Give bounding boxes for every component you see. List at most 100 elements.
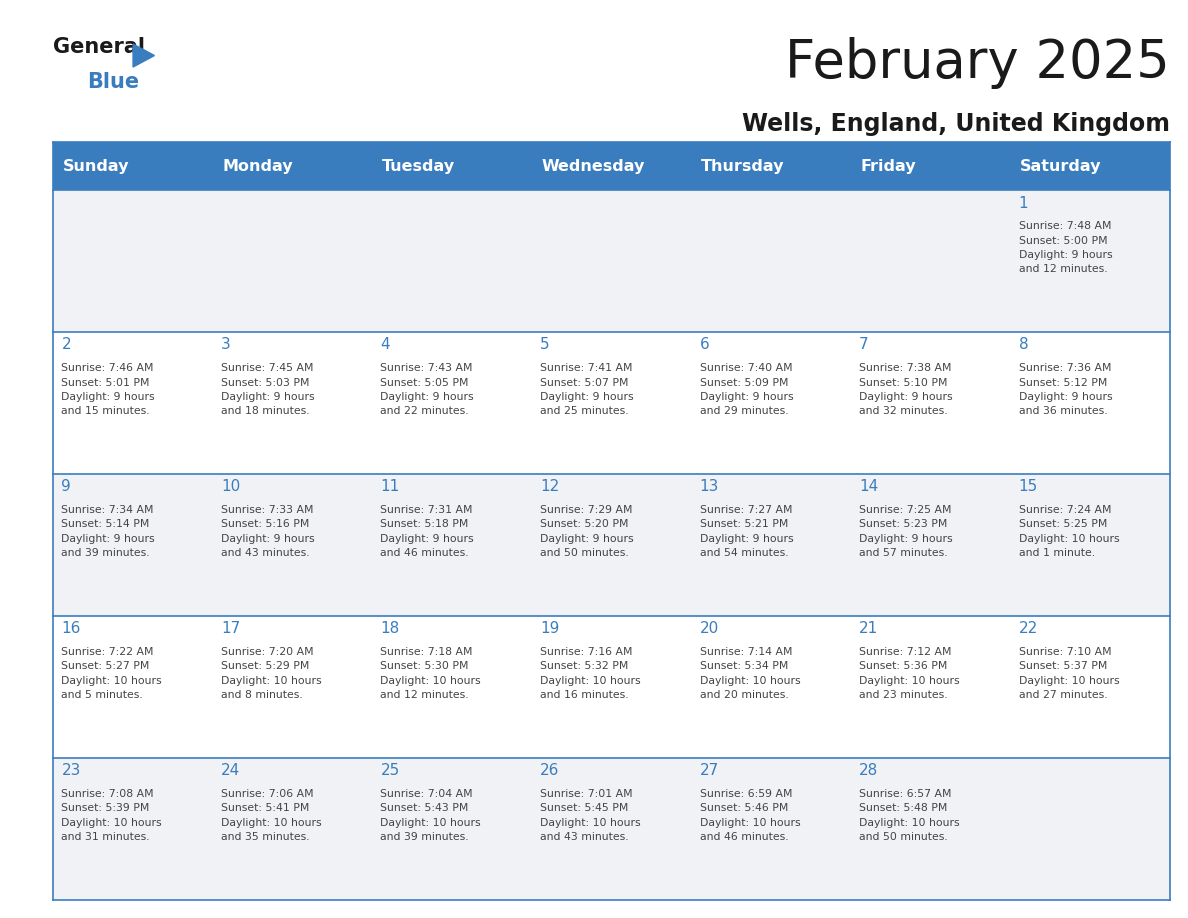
Text: 19: 19 <box>541 621 560 636</box>
Text: Sunrise: 7:22 AM
Sunset: 5:27 PM
Daylight: 10 hours
and 5 minutes.: Sunrise: 7:22 AM Sunset: 5:27 PM Dayligh… <box>62 647 162 700</box>
Bar <box>532 757 691 900</box>
Bar <box>53 757 213 900</box>
Text: 8: 8 <box>1018 338 1029 353</box>
Text: Thursday: Thursday <box>701 159 784 174</box>
Text: 22: 22 <box>1018 621 1038 636</box>
Text: 10: 10 <box>221 479 240 495</box>
Text: 5: 5 <box>541 338 550 353</box>
Bar <box>373 616 532 757</box>
Text: Sunrise: 7:31 AM
Sunset: 5:18 PM
Daylight: 9 hours
and 46 minutes.: Sunrise: 7:31 AM Sunset: 5:18 PM Dayligh… <box>380 505 474 558</box>
Text: Sunrise: 7:27 AM
Sunset: 5:21 PM
Daylight: 9 hours
and 54 minutes.: Sunrise: 7:27 AM Sunset: 5:21 PM Dayligh… <box>700 505 794 558</box>
Bar <box>691 757 851 900</box>
Text: Sunrise: 7:43 AM
Sunset: 5:05 PM
Daylight: 9 hours
and 22 minutes.: Sunrise: 7:43 AM Sunset: 5:05 PM Dayligh… <box>380 364 474 417</box>
Text: 1: 1 <box>1018 196 1029 210</box>
Bar <box>53 332 213 474</box>
Text: Sunrise: 7:40 AM
Sunset: 5:09 PM
Daylight: 9 hours
and 29 minutes.: Sunrise: 7:40 AM Sunset: 5:09 PM Dayligh… <box>700 364 794 417</box>
Text: 23: 23 <box>62 763 81 778</box>
Text: Sunrise: 7:08 AM
Sunset: 5:39 PM
Daylight: 10 hours
and 31 minutes.: Sunrise: 7:08 AM Sunset: 5:39 PM Dayligh… <box>62 789 162 842</box>
Text: General: General <box>53 37 145 57</box>
Text: Sunrise: 6:59 AM
Sunset: 5:46 PM
Daylight: 10 hours
and 46 minutes.: Sunrise: 6:59 AM Sunset: 5:46 PM Dayligh… <box>700 789 801 842</box>
Text: 7: 7 <box>859 338 868 353</box>
Bar <box>851 474 1011 616</box>
Text: Sunrise: 7:14 AM
Sunset: 5:34 PM
Daylight: 10 hours
and 20 minutes.: Sunrise: 7:14 AM Sunset: 5:34 PM Dayligh… <box>700 647 801 700</box>
Text: Sunrise: 7:25 AM
Sunset: 5:23 PM
Daylight: 9 hours
and 57 minutes.: Sunrise: 7:25 AM Sunset: 5:23 PM Dayligh… <box>859 505 953 558</box>
Text: Sunrise: 7:46 AM
Sunset: 5:01 PM
Daylight: 9 hours
and 15 minutes.: Sunrise: 7:46 AM Sunset: 5:01 PM Dayligh… <box>62 364 156 417</box>
Text: Saturday: Saturday <box>1020 159 1101 174</box>
Text: 4: 4 <box>380 338 390 353</box>
Bar <box>851 757 1011 900</box>
Bar <box>1011 332 1170 474</box>
Text: Monday: Monday <box>222 159 293 174</box>
Bar <box>373 757 532 900</box>
Text: February 2025: February 2025 <box>785 37 1170 89</box>
Text: 26: 26 <box>541 763 560 778</box>
Bar <box>53 190 213 332</box>
Bar <box>213 142 373 190</box>
Bar <box>851 332 1011 474</box>
Text: Tuesday: Tuesday <box>383 159 455 174</box>
Text: 13: 13 <box>700 479 719 495</box>
Text: Sunrise: 7:36 AM
Sunset: 5:12 PM
Daylight: 9 hours
and 36 minutes.: Sunrise: 7:36 AM Sunset: 5:12 PM Dayligh… <box>1018 364 1112 417</box>
Bar <box>691 474 851 616</box>
Text: Blue: Blue <box>87 72 139 92</box>
Text: Sunrise: 7:16 AM
Sunset: 5:32 PM
Daylight: 10 hours
and 16 minutes.: Sunrise: 7:16 AM Sunset: 5:32 PM Dayligh… <box>541 647 640 700</box>
Text: 18: 18 <box>380 621 399 636</box>
Text: 21: 21 <box>859 621 878 636</box>
Text: Sunrise: 7:34 AM
Sunset: 5:14 PM
Daylight: 9 hours
and 39 minutes.: Sunrise: 7:34 AM Sunset: 5:14 PM Dayligh… <box>62 505 156 558</box>
Bar <box>53 616 213 757</box>
Bar <box>1011 142 1170 190</box>
Bar <box>851 616 1011 757</box>
Bar <box>1011 757 1170 900</box>
Text: Sunday: Sunday <box>63 159 129 174</box>
Text: Sunrise: 7:45 AM
Sunset: 5:03 PM
Daylight: 9 hours
and 18 minutes.: Sunrise: 7:45 AM Sunset: 5:03 PM Dayligh… <box>221 364 315 417</box>
Text: Sunrise: 7:18 AM
Sunset: 5:30 PM
Daylight: 10 hours
and 12 minutes.: Sunrise: 7:18 AM Sunset: 5:30 PM Dayligh… <box>380 647 481 700</box>
Text: 14: 14 <box>859 479 878 495</box>
Text: 15: 15 <box>1018 479 1038 495</box>
Bar <box>213 332 373 474</box>
Text: Sunrise: 7:20 AM
Sunset: 5:29 PM
Daylight: 10 hours
and 8 minutes.: Sunrise: 7:20 AM Sunset: 5:29 PM Dayligh… <box>221 647 322 700</box>
Text: Sunrise: 6:57 AM
Sunset: 5:48 PM
Daylight: 10 hours
and 50 minutes.: Sunrise: 6:57 AM Sunset: 5:48 PM Dayligh… <box>859 789 960 842</box>
Bar <box>532 332 691 474</box>
Bar <box>373 190 532 332</box>
Text: Sunrise: 7:06 AM
Sunset: 5:41 PM
Daylight: 10 hours
and 35 minutes.: Sunrise: 7:06 AM Sunset: 5:41 PM Dayligh… <box>221 789 322 842</box>
Text: Sunrise: 7:01 AM
Sunset: 5:45 PM
Daylight: 10 hours
and 43 minutes.: Sunrise: 7:01 AM Sunset: 5:45 PM Dayligh… <box>541 789 640 842</box>
Bar <box>532 142 691 190</box>
Text: 2: 2 <box>62 338 71 353</box>
Text: Sunrise: 7:41 AM
Sunset: 5:07 PM
Daylight: 9 hours
and 25 minutes.: Sunrise: 7:41 AM Sunset: 5:07 PM Dayligh… <box>541 364 633 417</box>
Text: 17: 17 <box>221 621 240 636</box>
Bar <box>691 332 851 474</box>
Polygon shape <box>133 44 154 67</box>
Text: Friday: Friday <box>860 159 916 174</box>
Text: 25: 25 <box>380 763 399 778</box>
Text: Sunrise: 7:48 AM
Sunset: 5:00 PM
Daylight: 9 hours
and 12 minutes.: Sunrise: 7:48 AM Sunset: 5:00 PM Dayligh… <box>1018 221 1112 274</box>
Bar <box>691 616 851 757</box>
Text: Sunrise: 7:29 AM
Sunset: 5:20 PM
Daylight: 9 hours
and 50 minutes.: Sunrise: 7:29 AM Sunset: 5:20 PM Dayligh… <box>541 505 633 558</box>
Bar <box>213 474 373 616</box>
Text: Sunrise: 7:24 AM
Sunset: 5:25 PM
Daylight: 10 hours
and 1 minute.: Sunrise: 7:24 AM Sunset: 5:25 PM Dayligh… <box>1018 505 1119 558</box>
Bar <box>691 190 851 332</box>
Text: Sunrise: 7:38 AM
Sunset: 5:10 PM
Daylight: 9 hours
and 32 minutes.: Sunrise: 7:38 AM Sunset: 5:10 PM Dayligh… <box>859 364 953 417</box>
Text: 11: 11 <box>380 479 399 495</box>
Bar <box>851 142 1011 190</box>
Bar <box>532 190 691 332</box>
Text: 6: 6 <box>700 338 709 353</box>
Text: 3: 3 <box>221 338 230 353</box>
Text: 9: 9 <box>62 479 71 495</box>
Bar <box>532 474 691 616</box>
Bar <box>213 616 373 757</box>
Text: 16: 16 <box>62 621 81 636</box>
Bar <box>373 142 532 190</box>
Bar <box>213 757 373 900</box>
Text: Sunrise: 7:10 AM
Sunset: 5:37 PM
Daylight: 10 hours
and 27 minutes.: Sunrise: 7:10 AM Sunset: 5:37 PM Dayligh… <box>1018 647 1119 700</box>
Bar <box>53 474 213 616</box>
Bar <box>691 142 851 190</box>
Text: 20: 20 <box>700 621 719 636</box>
Text: Sunrise: 7:12 AM
Sunset: 5:36 PM
Daylight: 10 hours
and 23 minutes.: Sunrise: 7:12 AM Sunset: 5:36 PM Dayligh… <box>859 647 960 700</box>
Text: Wells, England, United Kingdom: Wells, England, United Kingdom <box>742 112 1170 136</box>
Bar <box>851 190 1011 332</box>
Bar <box>53 142 213 190</box>
Text: 27: 27 <box>700 763 719 778</box>
Bar <box>1011 616 1170 757</box>
Text: 12: 12 <box>541 479 560 495</box>
Text: Sunrise: 7:04 AM
Sunset: 5:43 PM
Daylight: 10 hours
and 39 minutes.: Sunrise: 7:04 AM Sunset: 5:43 PM Dayligh… <box>380 789 481 842</box>
